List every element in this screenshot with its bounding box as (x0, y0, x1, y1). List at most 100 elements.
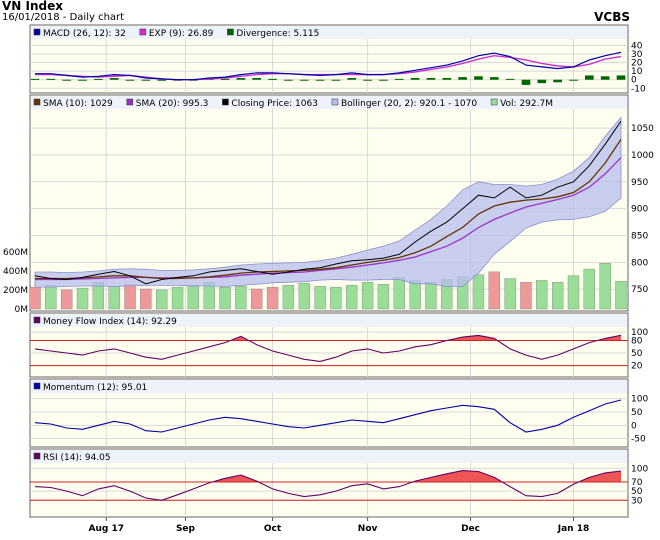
price-legend-swatch-0 (33, 98, 41, 106)
volume-bar (583, 268, 595, 310)
volume-bar (187, 285, 200, 310)
macd-divergence-bar (616, 75, 626, 80)
macd-ytick-4: 0 (631, 76, 637, 86)
macd-divergence-bar (458, 77, 467, 80)
xaxis-label-0: Aug 17 (89, 524, 124, 534)
chart-title: VN Index (2, 0, 63, 13)
xaxis-label-4: Dec (461, 524, 480, 534)
sma10-line (35, 139, 622, 280)
rsi-overbought-area (35, 470, 621, 482)
momentum-legend-swatch-0 (33, 382, 41, 390)
price-ytick-2: 950 (631, 178, 648, 188)
macd-legend-swatch-2 (227, 28, 234, 36)
rsi-line (34, 470, 622, 501)
macd-divergence-bar (315, 79, 325, 81)
macd-divergence-bar (394, 78, 404, 80)
macd-divergence-bar (347, 78, 357, 80)
macd-divergence-bar (569, 79, 578, 81)
macd-divergence-bar (299, 79, 309, 81)
price-legend-swatch-3 (331, 98, 339, 106)
volume-bar (472, 274, 485, 310)
macd-divergence-bar (109, 78, 119, 80)
volume-bar (599, 263, 611, 310)
macd-divergence-bar (505, 78, 515, 80)
macd-legend-label-2: Divergence: 5.115 (236, 29, 319, 39)
macd-divergence-bar (94, 78, 103, 80)
price-legend-swatch-2 (222, 98, 229, 106)
volume-bar (361, 282, 374, 310)
momentum-legend-label-0: Momentum (12): 95.01 (43, 383, 147, 393)
mfi-legend-swatch-0 (33, 316, 41, 324)
volume-bar (393, 277, 405, 310)
macd-divergence-bar (537, 79, 547, 84)
volume-bar (171, 286, 184, 310)
xaxis-label-5: Jan 18 (557, 524, 590, 534)
volume-bar (266, 286, 279, 310)
mfi-ytick-1: 80 (631, 336, 643, 346)
mfi-legend-bar (31, 314, 627, 327)
mfi-line (34, 334, 622, 362)
macd-divergence-bar (474, 76, 483, 80)
rsi-ytick-2: 50 (631, 487, 643, 497)
volume-tick-1: 400M (3, 267, 28, 277)
rsi-legend-swatch-0 (33, 452, 41, 460)
macd-divergence-bar (125, 79, 135, 81)
rsi-ytick-0: 100 (631, 464, 648, 474)
rsi-legend-label-0: RSI (14): 94.05 (43, 453, 111, 463)
momentum-ytick-2: 0 (631, 421, 637, 431)
macd-divergence-bar (46, 78, 56, 80)
macd-divergence-bar (600, 76, 610, 80)
rsi-ytick-1: 70 (631, 478, 643, 488)
macd-divergence-bar (426, 78, 436, 80)
macd-legend-label-1: EXP (9): 26.89 (149, 29, 214, 39)
volume-tick-0: 600M (3, 248, 28, 258)
price-legend-swatch-4 (490, 98, 498, 106)
macd-legend-bar (31, 26, 627, 39)
volume-bar (314, 285, 326, 310)
volume-tick-3: 0M (15, 305, 29, 315)
macd-divergence-bar (236, 78, 246, 80)
closing-price-line (34, 120, 622, 285)
mfi-legend-label-0: Money Flow Index (14): 92.29 (43, 317, 177, 327)
price-legend-label-1: SMA (20): 995.3 (136, 99, 209, 109)
macd-line (35, 51, 622, 81)
macd-divergence-bar (379, 79, 388, 81)
price-legend-label-2: Closing Price: 1063 (231, 99, 318, 109)
price-legend-label-3: Bollinger (20, 2): 920.1 - 1070 (341, 99, 477, 109)
volume-bar (124, 284, 136, 310)
macd-divergence-bar (157, 79, 167, 81)
volume-tick-2: 200M (3, 286, 28, 296)
macd-divergence-bar (521, 79, 531, 85)
bollinger-band (34, 116, 622, 288)
volume-bar (615, 280, 627, 310)
volume-bar (298, 283, 310, 310)
macd-divergence-bar (220, 78, 230, 80)
macd-divergence-bar (489, 77, 499, 80)
macd-divergence-bar (284, 79, 293, 81)
price-legend-bar (31, 96, 627, 109)
macd-divergence-bar (442, 78, 452, 80)
momentum-ytick-1: 50 (631, 408, 643, 418)
mfi-ytick-2: 50 (631, 349, 643, 359)
macd-divergence-bar (331, 79, 341, 81)
macd-legend-label-0: MACD (26, 12): 32 (43, 29, 126, 39)
macd-divergence-bar (268, 78, 277, 80)
mfi-ytick-3: 20 (631, 362, 643, 372)
volume-bar (251, 288, 263, 310)
volume-bar (45, 285, 57, 310)
macd-divergence-bar (553, 79, 562, 83)
macd-divergence-bar (30, 78, 40, 80)
momentum-line (34, 399, 622, 433)
volume-bar (282, 285, 295, 310)
macd-divergence-bar (252, 78, 262, 80)
volume-bar (504, 278, 516, 310)
volume-bar (76, 287, 89, 310)
macd-divergence-bar (410, 78, 420, 80)
macd-ytick-1: 30 (631, 50, 643, 60)
price-ytick-3: 900 (631, 205, 648, 215)
price-ytick-1: 1000 (631, 151, 654, 161)
volume-bar (29, 286, 41, 310)
volume-bar (567, 275, 580, 310)
